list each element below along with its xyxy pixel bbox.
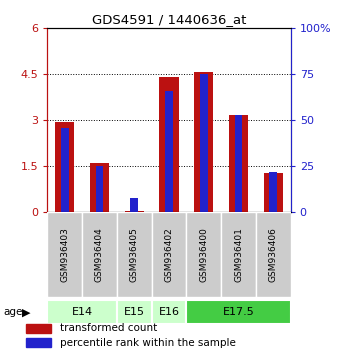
Bar: [130, 198, 138, 212]
Text: percentile rank within the sample: percentile rank within the sample: [61, 338, 236, 348]
Bar: [264, 173, 283, 212]
Text: GSM936401: GSM936401: [234, 227, 243, 282]
Text: GSM936402: GSM936402: [165, 228, 173, 282]
Bar: [200, 74, 208, 212]
Bar: [186, 301, 291, 324]
Bar: [152, 212, 186, 297]
Bar: [125, 211, 144, 212]
Bar: [55, 122, 74, 212]
Bar: [194, 72, 213, 212]
Bar: [229, 115, 248, 212]
Text: GSM936405: GSM936405: [130, 227, 139, 282]
Bar: [269, 172, 277, 212]
Text: transformed count: transformed count: [61, 324, 158, 333]
Text: GSM936403: GSM936403: [60, 227, 69, 282]
Bar: [117, 301, 152, 324]
Text: E14: E14: [72, 307, 93, 318]
Bar: [61, 128, 69, 212]
Bar: [235, 115, 242, 212]
Text: age: age: [3, 307, 23, 317]
Bar: [256, 212, 291, 297]
Text: ▶: ▶: [22, 307, 30, 317]
Bar: [221, 212, 256, 297]
Text: GSM936406: GSM936406: [269, 227, 278, 282]
Text: GSM936404: GSM936404: [95, 228, 104, 282]
Bar: [165, 91, 173, 212]
Bar: [117, 212, 152, 297]
Bar: [47, 212, 82, 297]
Title: GDS4591 / 1440636_at: GDS4591 / 1440636_at: [92, 13, 246, 26]
Bar: [26, 338, 51, 347]
Text: E16: E16: [159, 307, 179, 318]
Bar: [160, 78, 178, 212]
Text: E15: E15: [124, 307, 145, 318]
Bar: [82, 212, 117, 297]
Bar: [186, 212, 221, 297]
Bar: [152, 301, 186, 324]
Bar: [26, 324, 51, 333]
Bar: [47, 301, 117, 324]
Text: GSM936400: GSM936400: [199, 227, 208, 282]
Text: E17.5: E17.5: [223, 307, 255, 318]
Bar: [96, 166, 103, 212]
Bar: [90, 163, 109, 212]
